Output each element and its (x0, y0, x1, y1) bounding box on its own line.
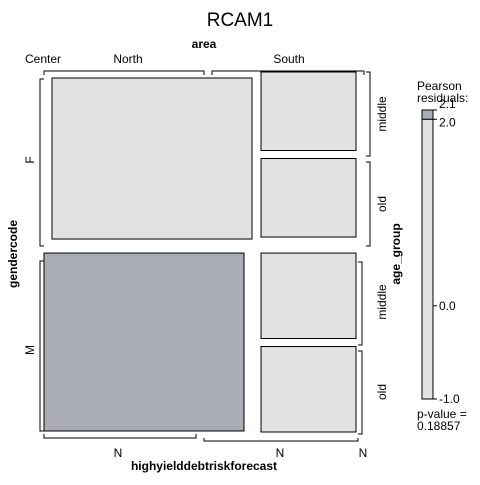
area-label-north: North (113, 52, 142, 66)
legend-tick-label: 2.0 (439, 115, 456, 129)
gender-bracket-m (39, 260, 44, 432)
forecast-label-3: N (359, 446, 368, 460)
legend-tick-label: -1.0 (439, 392, 460, 406)
mosaic-tiles (43, 71, 357, 433)
pvalue-value: 0.18857 (417, 419, 461, 433)
forecast-bracket-2 (203, 438, 359, 442)
tile-f-south-old (260, 158, 357, 238)
legend-bar-neutral (421, 118, 434, 400)
age-bracket-old-f (366, 161, 371, 247)
age-bracket-middle-f (366, 71, 371, 157)
forecast-label-2: N (276, 446, 285, 460)
pvalue-label: p-value = (417, 407, 467, 421)
gender-label-f: F (23, 156, 37, 163)
residual-legend-bar (421, 109, 434, 400)
legend-title-line1: Pearson (417, 79, 462, 93)
area-label-center: Center (25, 52, 61, 66)
legend-bar-positive (421, 109, 434, 120)
tile-m-south-middle (260, 252, 357, 340)
area-label-south: South (273, 52, 304, 66)
legend-tick-label: 0.0 (439, 299, 456, 313)
age-label-old-f: old (375, 196, 389, 212)
age-label-middle-m: middle (375, 284, 389, 320)
tile-m-north (43, 252, 245, 432)
age-label-old-m: old (375, 384, 389, 400)
legend-tick-label: 2.1 (439, 97, 456, 111)
area-bracket-south (211, 70, 365, 75)
right-variable-name: age_group (389, 223, 403, 284)
forecast-bracket-1 (43, 434, 197, 439)
age-bracket-old-m (358, 350, 363, 435)
tile-f-north (51, 77, 253, 240)
bottom-variable-name: highyielddebtriskforecast (131, 459, 277, 473)
residual-legend-ticks: 2.1 2.0 0.0 -1.0 (433, 97, 460, 406)
age-label-middle-f: middle (375, 96, 389, 132)
tile-f-south-middle (260, 71, 357, 152)
gender-bracket-f (39, 78, 44, 247)
legend-title-line2: residuals: (417, 91, 468, 105)
tile-m-south-old (260, 346, 357, 433)
gender-label-m: M (23, 345, 37, 355)
chart-title: RCAM1 (207, 10, 274, 31)
top-variable-name: area (192, 37, 217, 51)
age-bracket-middle-m (358, 261, 363, 346)
area-bracket-north (43, 70, 205, 75)
forecast-label-1: N (114, 446, 123, 460)
left-variable-name: gendercode (6, 220, 20, 288)
